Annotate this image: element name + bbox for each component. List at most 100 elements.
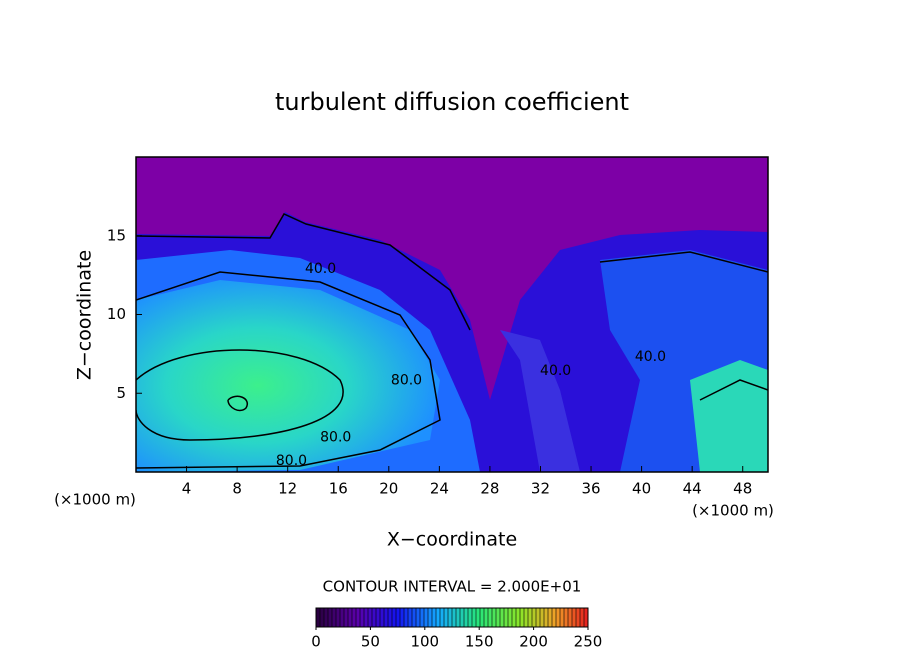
colorbar-swatch <box>556 608 560 627</box>
colorbar-swatch <box>568 608 572 627</box>
x-tick-label: 32 <box>531 480 550 498</box>
colorbar-swatch <box>404 608 408 627</box>
colorbar-swatch <box>448 608 452 627</box>
colorbar-swatch <box>484 608 488 627</box>
colorbar-swatch <box>460 608 464 627</box>
contour-label: 40.0 <box>540 363 571 379</box>
x-tick-label: 40 <box>632 480 651 498</box>
colorbar-swatch <box>360 608 364 627</box>
colorbar-swatch <box>468 608 472 627</box>
colorbar-swatch <box>400 608 404 627</box>
colorbar-swatch <box>572 608 576 627</box>
x-unit-label: (×1000 m) <box>692 502 774 520</box>
colorbar-swatch <box>408 608 412 627</box>
x-tick-label: 16 <box>329 480 348 498</box>
colorbar-swatch <box>432 608 436 627</box>
contour-label: 40.0 <box>635 349 666 365</box>
colorbar-swatch <box>376 608 380 627</box>
colorbar-swatch <box>412 608 416 627</box>
colorbar-swatch <box>456 608 460 627</box>
colorbar-swatch <box>464 608 468 627</box>
colorbar-swatch <box>504 608 508 627</box>
colorbar-swatch <box>352 608 356 627</box>
colorbar-swatch <box>452 608 456 627</box>
colorbar-frame <box>315 607 589 628</box>
colorbar-swatch <box>496 608 500 627</box>
contour-field <box>136 157 768 472</box>
colorbar-swatch <box>344 608 348 627</box>
colorbar-tick-label: 150 <box>465 633 494 651</box>
colorbar-swatch <box>436 608 440 627</box>
x-unit-label: (×1000 m) <box>54 491 136 509</box>
colorbar-swatch <box>324 608 328 627</box>
x-tick-label: 36 <box>581 480 600 498</box>
colorbar-swatch <box>532 608 536 627</box>
colorbar-swatch <box>516 608 520 627</box>
x-tick-label: 8 <box>232 480 242 498</box>
colorbar-swatch <box>444 608 448 627</box>
colorbar-swatch <box>340 608 344 627</box>
colorbar-swatch <box>356 608 360 627</box>
colorbar-swatch <box>316 608 320 627</box>
colorbar-swatch <box>500 608 504 627</box>
colorbar-swatch <box>388 608 392 627</box>
colorbar-swatch <box>368 608 372 627</box>
colorbar-swatch <box>528 608 532 627</box>
contour-label: 80.0 <box>276 453 307 469</box>
colorbar-swatch <box>580 608 584 627</box>
colorbar-swatch <box>536 608 540 627</box>
colorbar-swatch <box>328 608 332 627</box>
colorbar-swatch <box>348 608 352 627</box>
colorbar-swatch <box>372 608 376 627</box>
x-tick-label: 28 <box>480 480 499 498</box>
colorbar-swatch <box>576 608 580 627</box>
colorbar-swatch <box>524 608 528 627</box>
y-tick-label: 5 <box>116 384 126 402</box>
colorbar-tick-label: 200 <box>519 633 548 651</box>
colorbar-swatch <box>332 608 336 627</box>
colorbar-tick-label: 250 <box>574 633 603 651</box>
colorbar-tick-label: 0 <box>311 633 321 651</box>
colorbar-swatch <box>392 608 396 627</box>
colorbar-swatch <box>384 608 388 627</box>
colorbar-swatch <box>544 608 548 627</box>
contour-label: 40.0 <box>305 261 336 277</box>
y-axis-label: Z−coordinate <box>74 250 96 380</box>
colorbar-swatch <box>364 608 368 627</box>
x-tick-label: 44 <box>683 480 702 498</box>
colorbar-swatch <box>420 608 424 627</box>
colorbar-tick-label: 100 <box>410 633 439 651</box>
colorbar-swatch <box>564 608 568 627</box>
colorbar-swatch <box>472 608 476 627</box>
contour-label: 80.0 <box>391 373 422 389</box>
colorbar-swatch <box>584 608 588 627</box>
colorbar-swatch <box>476 608 480 627</box>
y-tick-label: 10 <box>107 305 126 323</box>
colorbar-swatch <box>552 608 556 627</box>
colorbar-swatch <box>540 608 544 627</box>
colorbar-swatch <box>380 608 384 627</box>
colorbar-swatch <box>428 608 432 627</box>
colorbar-swatch <box>480 608 484 627</box>
contour-label: 80.0 <box>320 429 351 445</box>
colorbar-swatch <box>512 608 516 627</box>
colorbar-swatch <box>320 608 324 627</box>
colorbar-swatch <box>548 608 552 627</box>
colorbar-swatch <box>424 608 428 627</box>
colorbar-swatch <box>396 608 400 627</box>
colorbar-title: CONTOUR INTERVAL = 2.000E+01 <box>323 578 582 596</box>
x-tick-label: 4 <box>182 480 192 498</box>
colorbar-swatch <box>440 608 444 627</box>
y-tick-label: 15 <box>107 226 126 244</box>
colorbar-swatch <box>488 608 492 627</box>
x-tick-label: 24 <box>430 480 449 498</box>
colorbar-swatch <box>520 608 524 627</box>
x-tick-label: 20 <box>379 480 398 498</box>
chart-title: turbulent diffusion coefficient <box>275 88 629 116</box>
colorbar-swatch <box>508 608 512 627</box>
x-tick-label: 12 <box>278 480 297 498</box>
colorbar-swatch <box>492 608 496 627</box>
colorbar-tick-label: 50 <box>361 633 380 651</box>
colorbar-swatch <box>336 608 340 627</box>
